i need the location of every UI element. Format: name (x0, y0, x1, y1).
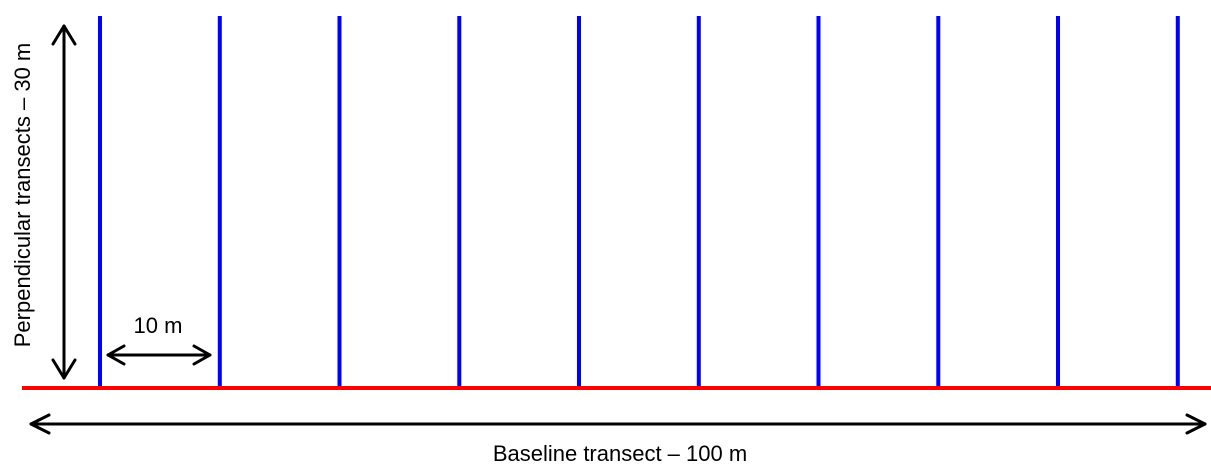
perpendicular-transects-label: Perpendicular transects – 30 m (10, 43, 35, 348)
spacing-arrow (106, 344, 212, 366)
spacing-label: 10 m (134, 313, 183, 338)
perpendicular-length-arrow (51, 24, 77, 380)
baseline-length-arrow (29, 413, 1207, 435)
perpendicular-transects (98, 16, 1180, 388)
baseline-transect-label: Baseline transect – 100 m (493, 441, 747, 466)
